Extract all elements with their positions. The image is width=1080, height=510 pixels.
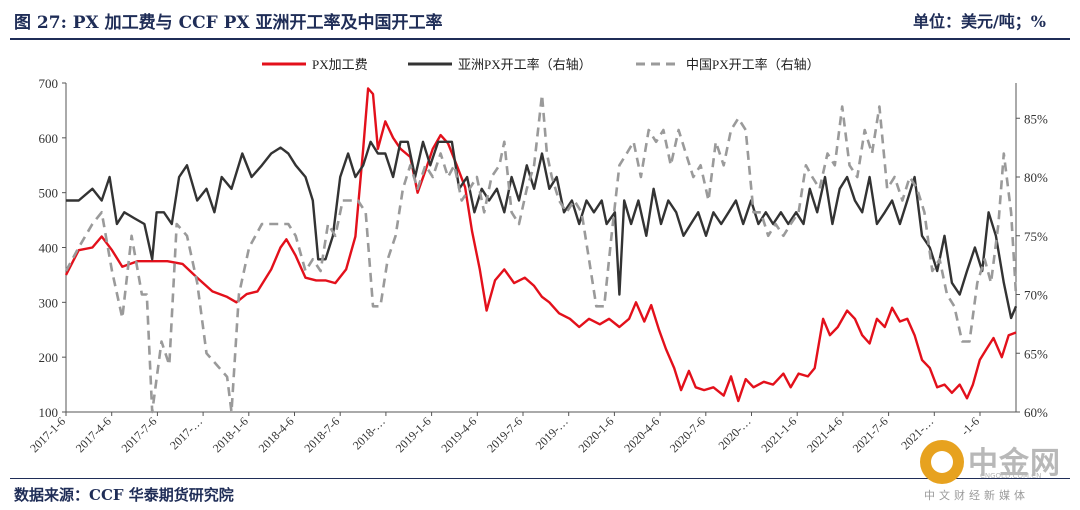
x-tick-label: 2021-4-6 bbox=[804, 414, 845, 455]
series-line-1 bbox=[64, 87, 1017, 403]
left-tick-label: 300 bbox=[39, 295, 59, 310]
x-tick-label: 2017-4-6 bbox=[73, 414, 114, 455]
right-tick-label: 75% bbox=[1024, 229, 1048, 244]
right-tick-label: 65% bbox=[1024, 346, 1048, 361]
footer-rule bbox=[10, 478, 1070, 479]
logo-url: CNGOLD.COM.CN bbox=[980, 472, 1042, 480]
x-tick-label: 2017-1-6 bbox=[27, 414, 68, 455]
left-tick-label: 700 bbox=[39, 76, 59, 91]
left-tick-label: 200 bbox=[39, 350, 59, 365]
logo-tagline: 中文财经新媒体 bbox=[924, 489, 1029, 502]
right-tick-label: 60% bbox=[1024, 405, 1048, 420]
x-tick-label: 2017-… bbox=[167, 414, 205, 452]
x-tick-label: 2019-… bbox=[533, 414, 571, 452]
x-tick-label: 2020-1-6 bbox=[576, 414, 617, 455]
x-tick-label: 2019-4-6 bbox=[438, 414, 479, 455]
logo-emblem-icon bbox=[920, 440, 964, 484]
x-tick-label: 2019-1-6 bbox=[393, 414, 434, 455]
logo-name: 中金网 bbox=[968, 446, 1061, 481]
x-tick-label: 2021-1-6 bbox=[758, 414, 799, 455]
right-tick-label: 85% bbox=[1024, 111, 1048, 126]
x-tick-label: 2020-4-6 bbox=[621, 414, 662, 455]
unit-label: 单位：美元/吨；% bbox=[912, 12, 1046, 31]
legend-label: 亚洲PX开工率（右轴） bbox=[458, 57, 592, 72]
chart-legend: PX加工费 亚洲PX开工率（右轴） 中国PX开工率（右轴） bbox=[262, 57, 820, 72]
x-tick-label: 2020-… bbox=[715, 414, 753, 452]
chart-lines bbox=[64, 87, 1018, 414]
figure-title: 图 27: PX 加工费与 CCF PX 亚洲开工率及中国开工率 bbox=[14, 13, 443, 33]
x-tick-label: 2017-7-6 bbox=[119, 414, 160, 455]
x-tick-label: 2018-4-6 bbox=[256, 414, 297, 455]
series-line-2 bbox=[66, 140, 1018, 320]
line-chart: 100 200 300 400 500 600 700 60% 65% 70% 75% 80% 85% 2… bbox=[27, 57, 1048, 455]
left-tick-label: 400 bbox=[39, 241, 59, 256]
legend-label: PX加工费 bbox=[312, 57, 368, 72]
x-tick-label: 2021-7-6 bbox=[850, 414, 891, 455]
x-tick-label: 2019-7-6 bbox=[484, 414, 525, 455]
x-tick-label: 2018-7-6 bbox=[301, 414, 342, 455]
left-tick-label: 600 bbox=[39, 131, 59, 146]
x-tick-label: 2018-1-6 bbox=[210, 414, 251, 455]
left-tick-label: 100 bbox=[39, 405, 59, 420]
right-tick-label: 70% bbox=[1024, 288, 1048, 303]
watermark-logo: 中金网 CNGOLD.COM.CN 中文财经新媒体 bbox=[920, 434, 1070, 504]
left-tick-label: 500 bbox=[39, 186, 59, 201]
legend-label: 中国PX开工率（右轴） bbox=[686, 57, 820, 72]
right-tick-label: 80% bbox=[1024, 170, 1048, 185]
x-tick-label: 2020-7-6 bbox=[667, 414, 708, 455]
x-tick-label: 2018-… bbox=[350, 414, 388, 452]
header-rule bbox=[10, 38, 1070, 40]
series-line-3 bbox=[64, 93, 1018, 414]
source-note: 数据来源：CCF 华泰期货研究院 bbox=[14, 486, 234, 504]
figure-header: 图 27: PX 加工费与 CCF PX 亚洲开工率及中国开工率 单位：美元/吨… bbox=[0, 0, 1080, 40]
